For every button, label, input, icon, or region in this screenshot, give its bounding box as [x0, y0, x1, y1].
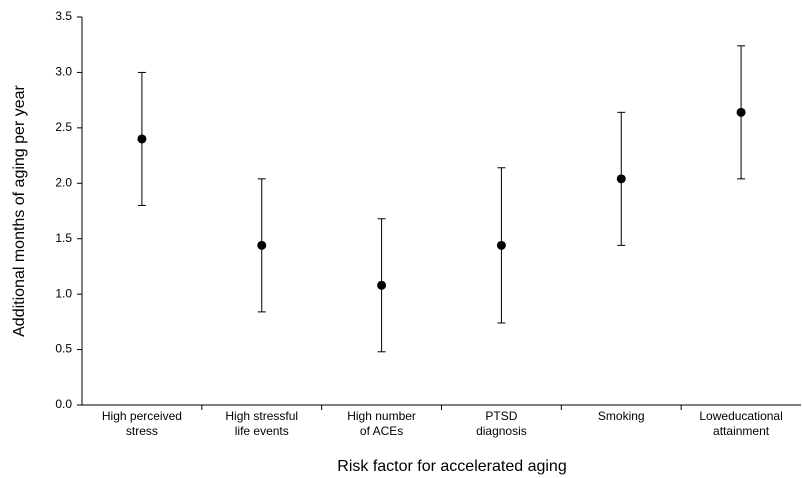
x-tick-label: High perceived stress	[102, 409, 182, 438]
point	[736, 107, 746, 117]
x-tick-label: Loweducational attainment	[699, 409, 782, 438]
y-tick-label: 2.0	[55, 175, 72, 189]
point	[377, 280, 387, 290]
y-tick-label: 0.0	[55, 397, 72, 411]
point	[496, 240, 506, 250]
point	[257, 240, 267, 250]
x-tick-label: High stressful life events	[225, 409, 298, 438]
y-tick-label: 2.5	[55, 120, 72, 134]
y-tick-label: 0.5	[55, 342, 72, 356]
y-tick-label: 3.0	[55, 65, 72, 79]
x-tick-label: High number of ACEs	[347, 409, 416, 438]
x-axis-title: Risk factor for accelerated aging	[337, 458, 566, 475]
point	[616, 174, 626, 184]
x-tick-label: Smoking	[598, 409, 645, 423]
y-axis-title: Additional months of aging per year	[11, 84, 28, 336]
y-tick-label: 1.5	[55, 231, 72, 245]
y-tick-label: 3.5	[55, 9, 72, 23]
x-tick-label: PTSD diagnosis	[476, 409, 527, 438]
point	[137, 134, 147, 144]
y-tick-label: 1.0	[55, 286, 72, 300]
